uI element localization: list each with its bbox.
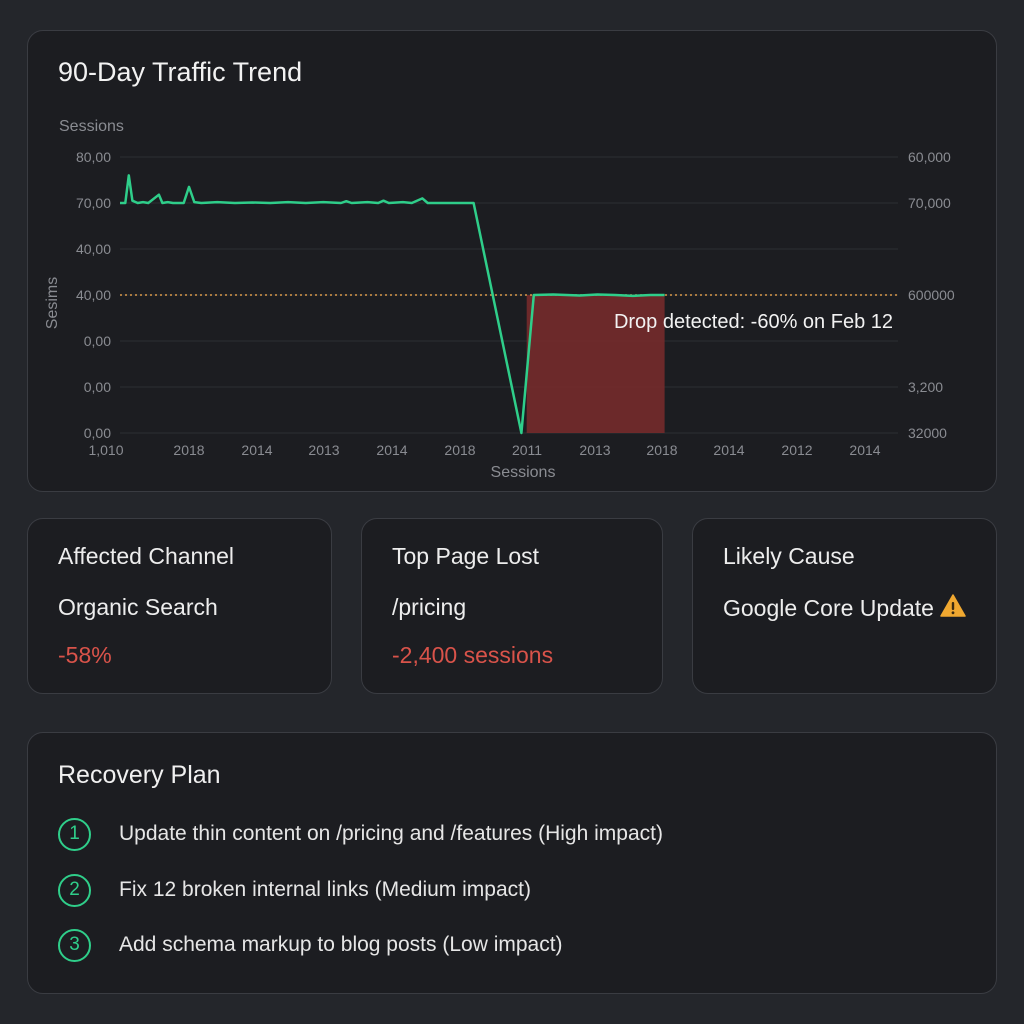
y-tick-label-left: 0,00 xyxy=(84,333,111,349)
stat-label: Top Page Lost xyxy=(392,543,540,569)
x-axis-label: Sessions xyxy=(491,464,556,481)
x-tick-label: 2014 xyxy=(241,442,272,458)
y-tick-label-left: 40,00 xyxy=(76,241,111,257)
x-tick-label: 2011 xyxy=(512,442,542,458)
x-tick-label: 2013 xyxy=(308,442,339,458)
warning-icon xyxy=(940,594,966,624)
x-tick-label: 2018 xyxy=(646,442,677,458)
y-tick-label-left: 0,00 xyxy=(84,425,111,441)
y-tick-label-right: 3,200 xyxy=(908,379,943,395)
x-tick-label: 2014 xyxy=(713,442,744,458)
x-tick-label: 1,010 xyxy=(88,442,123,458)
x-tick-label: 2012 xyxy=(781,442,812,458)
sessions-series-line xyxy=(120,174,665,435)
y-axis-label: Sesims xyxy=(44,277,61,329)
x-tick-label: 2013 xyxy=(579,442,610,458)
top-page-lost-card: Top Page Lost /pricing -2,400 sessions xyxy=(361,518,663,694)
y-tick-label-left: 40,00 xyxy=(76,287,111,303)
y-tick-label-left: 0,00 xyxy=(84,379,111,395)
stat-delta: -2,400 sessions xyxy=(392,642,554,668)
step-number-icon: 3 xyxy=(58,928,91,962)
x-tick-label: 2018 xyxy=(444,442,475,458)
affected-channel-card: Affected Channel Organic Search -58% xyxy=(27,518,332,694)
stat-value: Organic Search xyxy=(58,594,218,620)
drop-highlight-region xyxy=(526,295,665,433)
y-tick-label-right: 70,000 xyxy=(908,195,951,211)
step-number-icon: 1 xyxy=(58,817,91,851)
y-tick-label-right: 600000 xyxy=(908,287,955,303)
y-tick-label-right: 60,000 xyxy=(908,149,951,165)
stat-value: /pricing xyxy=(392,594,467,620)
x-tick-label: 2014 xyxy=(849,442,880,458)
stat-label: Likely Cause xyxy=(723,543,855,569)
plan-item: 3 Add schema markup to blog posts (Low i… xyxy=(58,927,563,963)
stat-label: Affected Channel xyxy=(58,543,235,569)
x-tick-label: 2014 xyxy=(376,442,407,458)
drop-annotation: Drop detected: -60% on Feb 12 xyxy=(614,311,893,333)
stat-value: Google Core Update xyxy=(723,595,934,621)
plan-title: Recovery Plan xyxy=(58,761,221,789)
chart-title: 90-Day Traffic Trend xyxy=(58,57,303,87)
traffic-trend-card: 80,00 70,00 40,00 40,00 0,00 0,00 0,00 60,000 7… xyxy=(27,30,997,492)
stat-delta: -58% xyxy=(58,642,112,668)
plan-item-text: Add schema markup to blog posts (Low imp… xyxy=(119,933,563,956)
stat-value-row: Google Core Update xyxy=(723,594,966,624)
y-tick-label-right: 32000 xyxy=(908,425,947,441)
step-number-icon: 2 xyxy=(58,873,91,907)
plan-item: 1 Update thin content on /pricing and /f… xyxy=(58,816,663,852)
chart-top-label: Sessions xyxy=(59,118,124,135)
plan-item: 2 Fix 12 broken internal links (Medium i… xyxy=(58,872,531,908)
plan-item-text: Fix 12 broken internal links (Medium imp… xyxy=(119,878,531,901)
recovery-plan-card: Recovery Plan 1 Update thin content on /… xyxy=(27,732,997,994)
traffic-trend-chart: 80,00 70,00 40,00 40,00 0,00 0,00 0,00 60,000 7… xyxy=(44,118,955,481)
y-tick-label-left: 80,00 xyxy=(76,149,111,165)
likely-cause-card: Likely Cause Google Core Update xyxy=(692,518,997,694)
plan-item-text: Update thin content on /pricing and /fea… xyxy=(119,822,663,845)
x-tick-label: 2018 xyxy=(173,442,204,458)
y-tick-label-left: 70,00 xyxy=(76,195,111,211)
